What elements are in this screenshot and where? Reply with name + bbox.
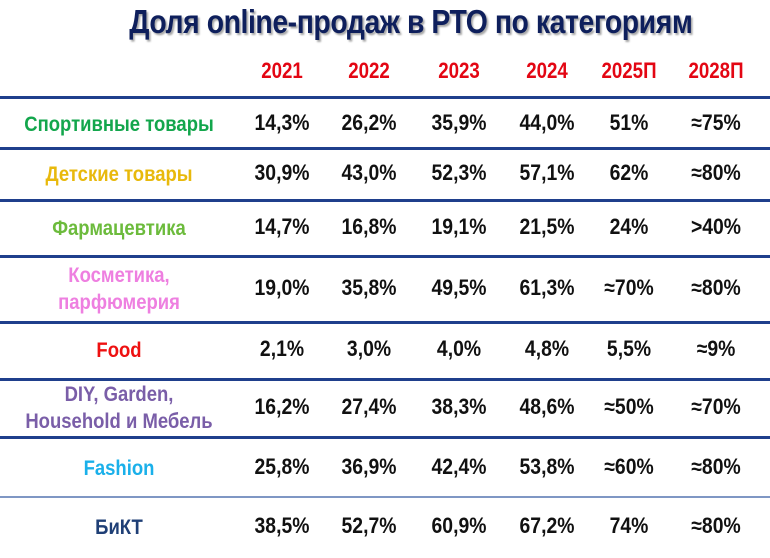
- category-label-line: Детские товары: [45, 162, 193, 186]
- value-cell: 48,6%: [519, 394, 575, 419]
- value-cell: 52,7%: [341, 513, 397, 538]
- value-cell: 16,8%: [341, 214, 397, 239]
- category-label: БиКТ: [14, 514, 223, 541]
- value-cell: ≈60%: [604, 454, 654, 479]
- value-cell: 38,5%: [254, 513, 310, 538]
- value-cell: 61,3%: [519, 275, 575, 300]
- value-cell: ≈75%: [691, 110, 741, 135]
- category-label-line: Fashion: [83, 456, 155, 480]
- column-header-2022: 2022: [348, 58, 390, 83]
- divider: [0, 496, 770, 498]
- value-cell: 5,5%: [606, 336, 652, 361]
- value-cell: ≈70%: [604, 275, 654, 300]
- column-headers: 2021 2022 2023 2024 2025П 2028П: [0, 58, 770, 88]
- category-label: DIY, Garden, Household и Мебель: [14, 381, 223, 435]
- value-cell: 25,8%: [254, 454, 310, 479]
- value-cell: 2,1%: [259, 336, 305, 361]
- category-label: Fashion: [14, 455, 223, 482]
- value-cell: 19,0%: [254, 275, 310, 300]
- value-cell: ≈80%: [691, 513, 741, 538]
- divider: [0, 147, 770, 150]
- divider: [0, 321, 770, 324]
- category-label: Food: [14, 337, 223, 364]
- value-cell: 26,2%: [341, 110, 397, 135]
- column-header-2024: 2024: [526, 58, 568, 83]
- category-label-line: DIY, Garden,: [64, 383, 174, 406]
- value-cell: 52,3%: [431, 160, 487, 185]
- divider: [0, 199, 770, 202]
- value-cell: ≈80%: [691, 454, 741, 479]
- value-cell: 19,1%: [431, 214, 487, 239]
- category-label: Косметика, парфюмерия: [14, 262, 223, 316]
- value-cell: 57,1%: [519, 160, 575, 185]
- category-label-line: Косметика,: [68, 264, 170, 287]
- value-cell: 53,8%: [519, 454, 575, 479]
- value-cell: 43,0%: [341, 160, 397, 185]
- value-cell: 16,2%: [254, 394, 310, 419]
- value-cell: ≈80%: [691, 275, 741, 300]
- value-cell: 36,9%: [341, 454, 397, 479]
- value-cell: ≈80%: [691, 160, 741, 185]
- value-cell: 67,2%: [519, 513, 575, 538]
- value-cell: 60,9%: [431, 513, 487, 538]
- value-cell: 38,3%: [431, 394, 487, 419]
- value-cell: 3,0%: [346, 336, 392, 361]
- value-cell: 44,0%: [519, 110, 575, 135]
- value-cell: 51%: [609, 110, 649, 135]
- value-cell: 14,7%: [254, 214, 310, 239]
- category-label-line: Фармацевтика: [52, 216, 186, 240]
- column-header-2021: 2021: [261, 58, 303, 83]
- value-cell: 35,9%: [431, 110, 487, 135]
- value-cell: 49,5%: [431, 275, 487, 300]
- value-cell: 21,5%: [519, 214, 575, 239]
- divider: [0, 436, 770, 439]
- value-cell: 24%: [609, 214, 649, 239]
- column-header-2028p: 2028П: [688, 58, 744, 83]
- category-label-line: парфюмерия: [58, 291, 180, 314]
- divider: [0, 255, 770, 258]
- page-title: Доля online-продаж в РТО по категориям: [129, 3, 693, 40]
- column-header-2025p: 2025П: [601, 58, 657, 83]
- column-header-2023: 2023: [438, 58, 480, 83]
- category-label-line: Household и Мебель: [25, 410, 213, 433]
- value-cell: 30,9%: [254, 160, 310, 185]
- category-label: Детские товары: [14, 161, 223, 188]
- category-label-line: БиКТ: [95, 515, 143, 539]
- category-label-line: Food: [96, 338, 142, 362]
- value-cell: 4,0%: [436, 336, 482, 361]
- category-label: Спортивные товары: [14, 111, 223, 138]
- value-cell: 35,8%: [341, 275, 397, 300]
- value-cell: ≈70%: [691, 394, 741, 419]
- category-label: Фармацевтика: [14, 215, 223, 242]
- value-cell: 62%: [609, 160, 649, 185]
- value-cell: 74%: [609, 513, 649, 538]
- value-cell: 14,3%: [254, 110, 310, 135]
- divider: [0, 378, 770, 381]
- value-cell: 42,4%: [431, 454, 487, 479]
- value-cell: ≈50%: [604, 394, 654, 419]
- divider: [0, 96, 770, 99]
- value-cell: 27,4%: [341, 394, 397, 419]
- value-cell: ≈9%: [696, 336, 736, 361]
- value-cell: >40%: [690, 214, 742, 239]
- value-cell: 4,8%: [524, 336, 570, 361]
- category-label-line: Спортивные товары: [24, 112, 214, 136]
